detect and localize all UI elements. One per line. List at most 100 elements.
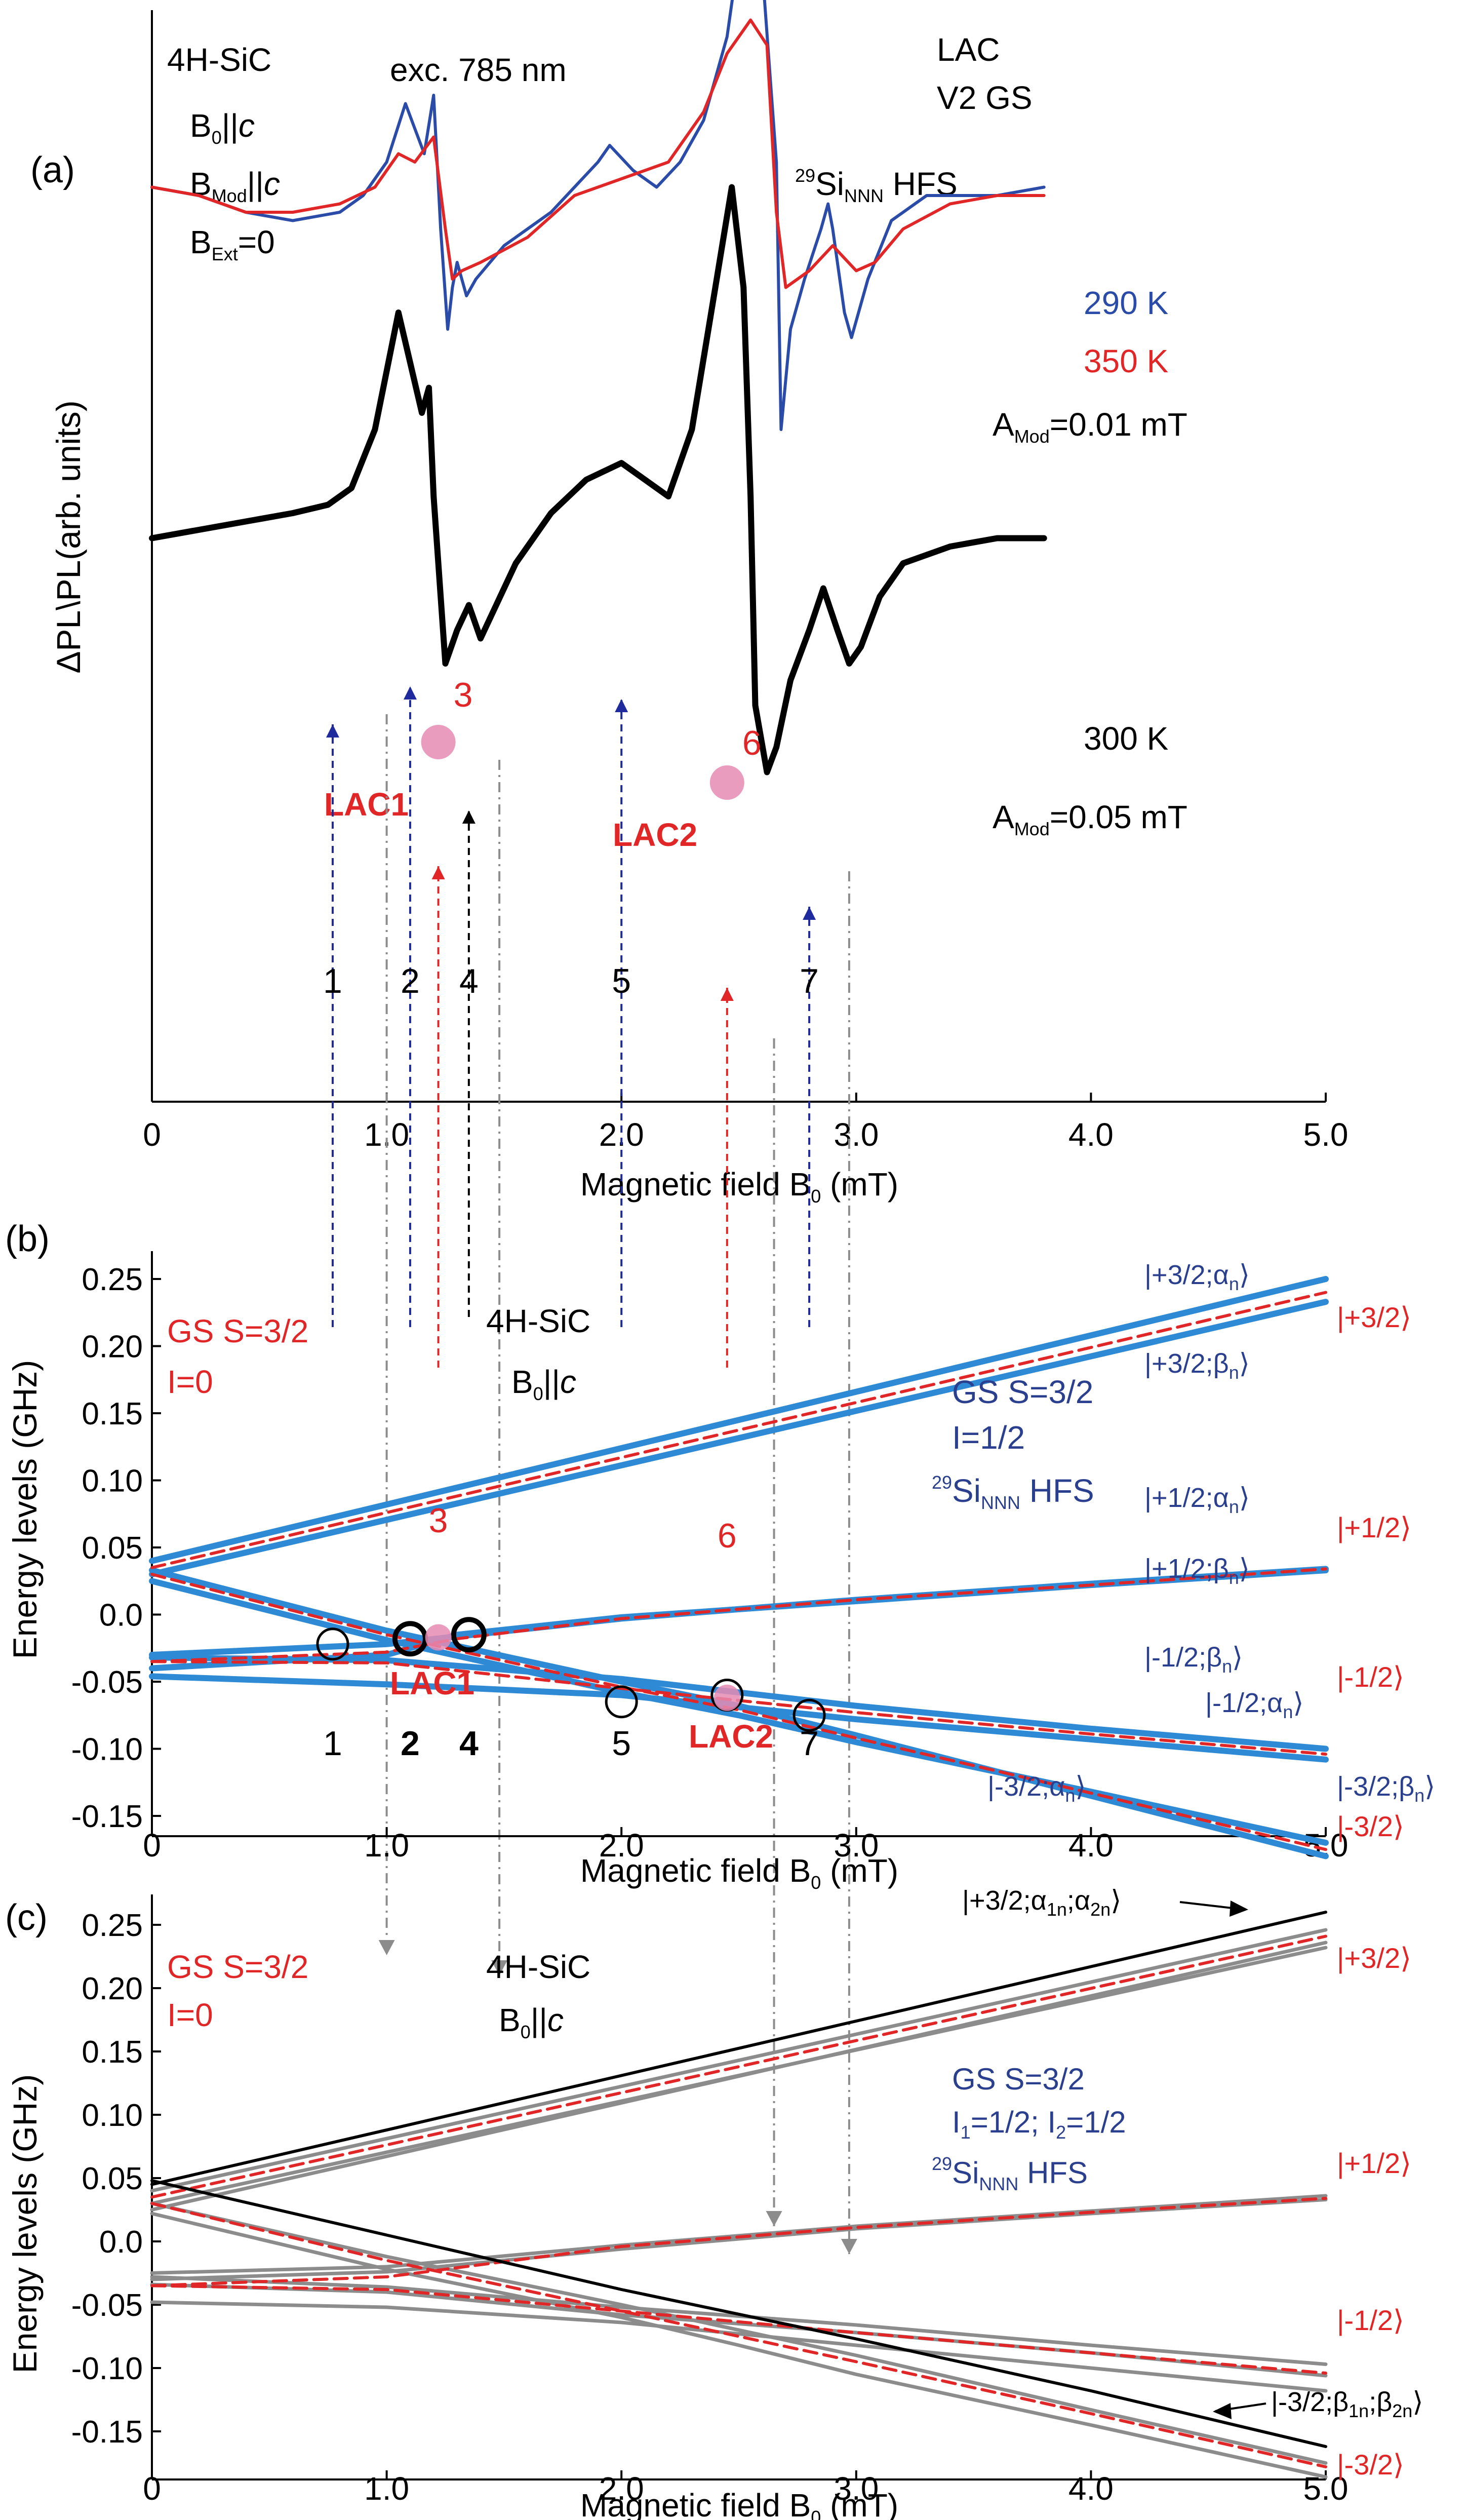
state-p32-alpha: |+3/2;αn⟩: [1144, 1260, 1250, 1294]
panel-b-y-ticks: 0.25 0.20 0.15 0.10 0.05 0.0 -0.05 -0.10 -0.15: [71, 1262, 161, 1834]
panel-a-b0: B0||c: [190, 107, 255, 148]
x-tick-label: 2.0: [599, 2470, 644, 2507]
state-m12-alpha: |-1/2;αn⟩: [1205, 1688, 1303, 1722]
y-tick-label: -0.05: [71, 2288, 143, 2323]
panel-c: (c) Energy levels (GHz) 0.25 0.20 0.15 0.10…: [5, 1885, 1423, 2520]
level-red: [150, 1573, 1327, 1851]
x-tick-label: 3.0: [834, 2470, 879, 2507]
gray-arrow-head: [491, 1960, 508, 1975]
panel-a-label: (a): [30, 150, 75, 190]
pink-marker: [714, 1684, 740, 1711]
pointer-bottom-head: [1213, 2403, 1232, 2419]
ket-b-m12: |-1/2⟩: [1337, 1661, 1404, 1693]
panel-b-x-ticks: 0 1.0 2.0 3.0 4.0 5.0: [143, 1827, 1348, 1864]
panel-a-excitation: exc. 785 nm: [390, 52, 567, 88]
panel-a-amod2: AMod=0.05 mT: [993, 799, 1187, 839]
ket-b-p32: |+3/2⟩: [1337, 1301, 1411, 1333]
y-tick-label: -0.15: [71, 2415, 143, 2450]
ket-b-m32: |-3/2⟩: [1337, 1810, 1404, 1842]
marker-3-label: 3: [454, 676, 473, 714]
feature-number: 5: [612, 962, 631, 1000]
y-tick-label: 0.0: [99, 2225, 143, 2260]
panel-c-gs-line2: I=0: [167, 1997, 213, 2033]
y-tick-label: -0.10: [71, 1732, 143, 1767]
panel-c-y-ticks: 0.25 0.20 0.15 0.10 0.05 0.0 -0.05 -0.10 -0.15: [71, 1908, 161, 2450]
state-p32-beta: |+3/2;βn⟩: [1144, 1348, 1250, 1383]
panel-c-b0: B0||c: [499, 2002, 564, 2042]
panel-c-gs-line1: GS S=3/2: [167, 1949, 308, 1985]
panel-c-bottom-state: |-3/2;β1n;β2n⟩: [1271, 2387, 1423, 2421]
panel-a-lac-line1: LAC: [937, 31, 1000, 68]
panel-b-gs-line1: GS S=3/2: [167, 1313, 308, 1349]
x-tick-label: 4.0: [1068, 1827, 1114, 1864]
level-red: [150, 2197, 1327, 2288]
marker-3-label: 3: [429, 1501, 448, 1540]
x-tick-label: 1.0: [364, 1827, 409, 1864]
feature-number: 7: [800, 1724, 819, 1763]
state-m32-alpha: |-3/2;αn⟩: [987, 1771, 1086, 1806]
panel-b-lac1: LAC1: [390, 1665, 474, 1701]
level-red: [150, 1934, 1327, 2199]
x-tick-label: 0: [143, 1116, 161, 1153]
level-gray: [150, 2201, 1328, 2465]
panel-a-lac1: LAC1: [324, 786, 409, 823]
y-tick-label: 0.0: [99, 1598, 143, 1633]
x-tick-label: 3.0: [834, 1116, 879, 1153]
feature-number: 1: [323, 1724, 342, 1763]
panel-b-hfs: 29SiNNN HFS: [932, 1472, 1094, 1513]
panel-b-gs-line2: I=0: [167, 1364, 213, 1400]
panel-a-bext: BExt=0: [190, 224, 275, 264]
panel-a-material: 4H-SiC: [167, 42, 271, 78]
level-black: [150, 2179, 1327, 2448]
y-tick-label: -0.05: [71, 1665, 143, 1700]
state-p12-alpha: |+1/2;αn⟩: [1144, 1483, 1250, 1517]
panel-c-label: (c): [5, 1897, 48, 1938]
panel-b-gs-hfs-line2: I=1/2: [952, 1419, 1025, 1456]
feature-number: 2: [401, 1724, 420, 1763]
panel-a-xlabel: Magnetic field B0 (mT): [580, 1166, 898, 1207]
legend-290k: 290 K: [1084, 285, 1168, 321]
x-tick-label: 4.0: [1068, 2470, 1114, 2507]
panel-a-x-ticks: 0 1.0 2.0 3.0 4.0 5.0: [143, 1093, 1348, 1153]
panel-c-xlabel: Magnetic field B0 (mT): [580, 2487, 898, 2520]
state-m32-beta: |-3/2;βn⟩: [1337, 1771, 1435, 1806]
y-tick-label: 0.10: [82, 2098, 143, 2133]
y-tick-label: 0.20: [82, 1971, 143, 2006]
marker-6-label: 6: [718, 1517, 737, 1555]
pink-marker-3: [421, 725, 456, 759]
level-blue: [149, 1299, 1329, 1577]
panel-b-gs-hfs-line1: GS S=3/2: [952, 1374, 1093, 1410]
feature-number: 4: [459, 1724, 479, 1763]
blue-arrow-head: [803, 907, 816, 920]
level-gray: [150, 2212, 1328, 2479]
feature-number: 7: [800, 962, 819, 1000]
marker-6-label: 6: [742, 724, 762, 762]
feature-number: 4: [459, 962, 479, 1000]
ket-c-m12: |-1/2⟩: [1337, 2304, 1404, 2336]
blue-arrow-head: [403, 686, 417, 700]
level-gray: [150, 1928, 1328, 2193]
blue-arrow-head: [326, 724, 339, 738]
y-tick-label: 0.15: [82, 2035, 143, 2070]
x-tick-label: 0: [143, 1827, 161, 1864]
series-300-k: [149, 184, 1047, 776]
x-tick-label: 5.0: [1303, 1116, 1349, 1153]
panel-b-xlabel: Magnetic field B0 (mT): [580, 1852, 898, 1893]
panel-b-lac2: LAC2: [689, 1718, 773, 1755]
pointer-top-head: [1230, 1901, 1248, 1917]
lac-circle: [316, 1627, 349, 1661]
panel-c-gs-hfs-line2: I1=1/2; I2=1/2: [952, 2105, 1126, 2143]
state-m12-beta: |-1/2;βn⟩: [1144, 1642, 1243, 1677]
feature-number: 2: [401, 962, 420, 1000]
level-red: [150, 2202, 1327, 2468]
level-red: [150, 2284, 1327, 2375]
level-blue: [149, 1276, 1329, 1564]
ket-c-p12: |+1/2⟩: [1337, 2147, 1411, 2179]
pink-marker-6: [709, 765, 744, 800]
y-tick-label: 0.10: [82, 1464, 143, 1499]
y-tick-label: 0.25: [82, 1908, 143, 1943]
red-arrow-lac2-head: [720, 988, 734, 1001]
panel-a-markers: 361 2 4 5 7: [323, 676, 850, 2254]
panel-a-amod1: AMod=0.01 mT: [993, 406, 1187, 447]
